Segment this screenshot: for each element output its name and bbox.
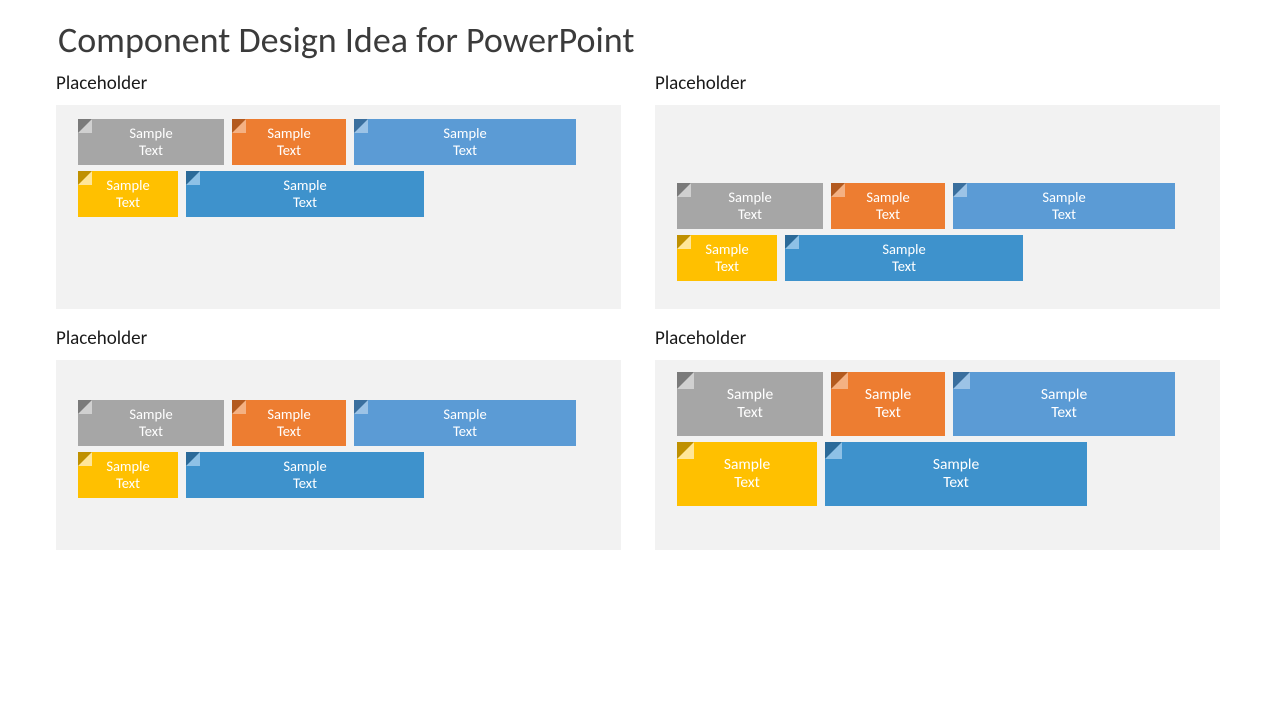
chip-text-line1: Sample bbox=[78, 125, 224, 142]
component-chip: SampleText bbox=[831, 372, 945, 436]
chip-text-line1: Sample bbox=[825, 456, 1087, 474]
rows: SampleTextSampleTextSampleTextSampleText… bbox=[78, 119, 621, 217]
chip-text-line2: Text bbox=[677, 258, 777, 275]
panel-label: Placeholder bbox=[56, 72, 621, 95]
panel-label: Placeholder bbox=[655, 327, 1220, 350]
chip-text-line1: Sample bbox=[232, 406, 346, 423]
chip-text-line2: Text bbox=[831, 404, 945, 422]
chip-text-line1: Sample bbox=[677, 386, 823, 404]
chip-text-line2: Text bbox=[232, 142, 346, 159]
chip-text-line2: Text bbox=[677, 404, 823, 422]
row: SampleTextSampleTextSampleText bbox=[78, 400, 621, 446]
row: SampleTextSampleText bbox=[677, 442, 1220, 506]
component-chip: SampleText bbox=[785, 235, 1023, 281]
chip-text-line1: Sample bbox=[953, 386, 1175, 404]
component-chip: SampleText bbox=[354, 119, 576, 165]
chip-text-line1: Sample bbox=[677, 189, 823, 206]
rows: SampleTextSampleTextSampleTextSampleText… bbox=[677, 372, 1220, 506]
chip-text-line1: Sample bbox=[78, 406, 224, 423]
chip-text-line2: Text bbox=[953, 206, 1175, 223]
component-chip: SampleText bbox=[78, 452, 178, 498]
chip-text-line2: Text bbox=[186, 194, 424, 211]
component-chip: SampleText bbox=[953, 183, 1175, 229]
panel-box: SampleTextSampleTextSampleTextSampleText… bbox=[655, 360, 1220, 550]
chip-text-line1: Sample bbox=[953, 189, 1175, 206]
chip-text-line2: Text bbox=[831, 206, 945, 223]
panel: PlaceholderSampleTextSampleTextSampleTex… bbox=[655, 72, 1220, 309]
slide-title: Component Design Idea for PowerPoint bbox=[0, 0, 1280, 62]
component-chip: SampleText bbox=[78, 400, 224, 446]
panel: PlaceholderSampleTextSampleTextSampleTex… bbox=[56, 72, 621, 309]
panel: PlaceholderSampleTextSampleTextSampleTex… bbox=[655, 327, 1220, 550]
chip-text-line1: Sample bbox=[354, 125, 576, 142]
chip-text-line2: Text bbox=[677, 474, 817, 492]
panel-box: SampleTextSampleTextSampleTextSampleText… bbox=[56, 360, 621, 550]
chip-text-line2: Text bbox=[78, 423, 224, 440]
chip-text-line1: Sample bbox=[78, 177, 178, 194]
chip-text-line2: Text bbox=[677, 206, 823, 223]
chip-text-line1: Sample bbox=[78, 458, 178, 475]
chip-text-line2: Text bbox=[78, 194, 178, 211]
component-chip: SampleText bbox=[677, 235, 777, 281]
component-chip: SampleText bbox=[78, 171, 178, 217]
chip-text-line1: Sample bbox=[232, 125, 346, 142]
row: SampleTextSampleText bbox=[78, 171, 621, 217]
row: SampleTextSampleText bbox=[78, 452, 621, 498]
chip-text-line2: Text bbox=[78, 142, 224, 159]
component-chip: SampleText bbox=[232, 400, 346, 446]
component-chip: SampleText bbox=[953, 372, 1175, 436]
row: SampleTextSampleTextSampleText bbox=[78, 119, 621, 165]
chip-text-line2: Text bbox=[78, 475, 178, 492]
component-chip: SampleText bbox=[186, 171, 424, 217]
panel-box: SampleTextSampleTextSampleTextSampleText… bbox=[655, 105, 1220, 309]
chip-text-line1: Sample bbox=[831, 189, 945, 206]
component-chip: SampleText bbox=[354, 400, 576, 446]
chip-text-line1: Sample bbox=[785, 241, 1023, 258]
chip-text-line1: Sample bbox=[677, 241, 777, 258]
component-chip: SampleText bbox=[677, 372, 823, 436]
chip-text-line1: Sample bbox=[186, 458, 424, 475]
chip-text-line1: Sample bbox=[677, 456, 817, 474]
chip-text-line2: Text bbox=[354, 142, 576, 159]
chip-text-line1: Sample bbox=[831, 386, 945, 404]
chip-text-line2: Text bbox=[354, 423, 576, 440]
component-chip: SampleText bbox=[677, 183, 823, 229]
chip-text-line1: Sample bbox=[186, 177, 424, 194]
component-chip: SampleText bbox=[677, 442, 817, 506]
chip-text-line2: Text bbox=[825, 474, 1087, 492]
panel-label: Placeholder bbox=[655, 72, 1220, 95]
panel-label: Placeholder bbox=[56, 327, 621, 350]
component-chip: SampleText bbox=[825, 442, 1087, 506]
panel: PlaceholderSampleTextSampleTextSampleTex… bbox=[56, 327, 621, 550]
component-chip: SampleText bbox=[232, 119, 346, 165]
panels-grid: PlaceholderSampleTextSampleTextSampleTex… bbox=[0, 62, 1280, 550]
component-chip: SampleText bbox=[186, 452, 424, 498]
chip-text-line2: Text bbox=[953, 404, 1175, 422]
row: SampleTextSampleTextSampleText bbox=[677, 183, 1220, 229]
component-chip: SampleText bbox=[831, 183, 945, 229]
chip-text-line2: Text bbox=[186, 475, 424, 492]
rows: SampleTextSampleTextSampleTextSampleText… bbox=[677, 183, 1220, 281]
row: SampleTextSampleTextSampleText bbox=[677, 372, 1220, 436]
chip-text-line2: Text bbox=[232, 423, 346, 440]
panel-box: SampleTextSampleTextSampleTextSampleText… bbox=[56, 105, 621, 309]
row: SampleTextSampleText bbox=[677, 235, 1220, 281]
rows: SampleTextSampleTextSampleTextSampleText… bbox=[78, 400, 621, 498]
component-chip: SampleText bbox=[78, 119, 224, 165]
chip-text-line1: Sample bbox=[354, 406, 576, 423]
chip-text-line2: Text bbox=[785, 258, 1023, 275]
